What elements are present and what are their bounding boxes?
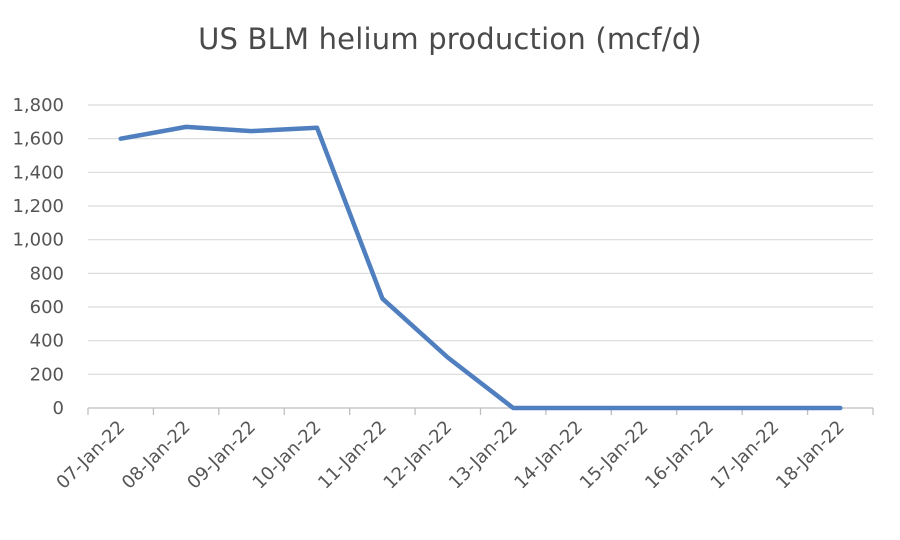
x-tick-label: 15-Jan-22 bbox=[576, 417, 653, 494]
y-tick-label: 1,800 bbox=[12, 95, 64, 116]
x-tick-label: 13-Jan-22 bbox=[445, 417, 522, 494]
x-tick-label: 14-Jan-22 bbox=[510, 417, 587, 494]
x-tick-label: 18-Jan-22 bbox=[772, 417, 849, 494]
y-tick-label: 200 bbox=[30, 364, 64, 385]
x-tick-label: 12-Jan-22 bbox=[380, 417, 457, 494]
x-tick-label: 16-Jan-22 bbox=[641, 417, 718, 494]
x-tick-label: 11-Jan-22 bbox=[314, 417, 391, 494]
y-tick-label: 1,600 bbox=[12, 129, 64, 150]
y-tick-label: 0 bbox=[53, 398, 64, 419]
x-tick-label: 07-Jan-22 bbox=[52, 417, 129, 494]
x-tick-label: 08-Jan-22 bbox=[118, 417, 195, 494]
y-tick-label: 1,400 bbox=[12, 162, 64, 183]
y-tick-label: 1,200 bbox=[12, 196, 64, 217]
y-tick-label: 600 bbox=[30, 297, 64, 318]
x-tick-label: 10-Jan-22 bbox=[249, 417, 326, 494]
x-tick-label: 17-Jan-22 bbox=[707, 417, 784, 494]
series-line bbox=[118, 124, 843, 411]
y-tick-label: 400 bbox=[30, 331, 64, 352]
chart-title: US BLM helium production (mcf/d) bbox=[198, 22, 702, 56]
y-tick-label: 800 bbox=[30, 263, 64, 284]
x-tick-label: 09-Jan-22 bbox=[183, 417, 260, 494]
y-tick-label: 1,000 bbox=[12, 230, 64, 251]
